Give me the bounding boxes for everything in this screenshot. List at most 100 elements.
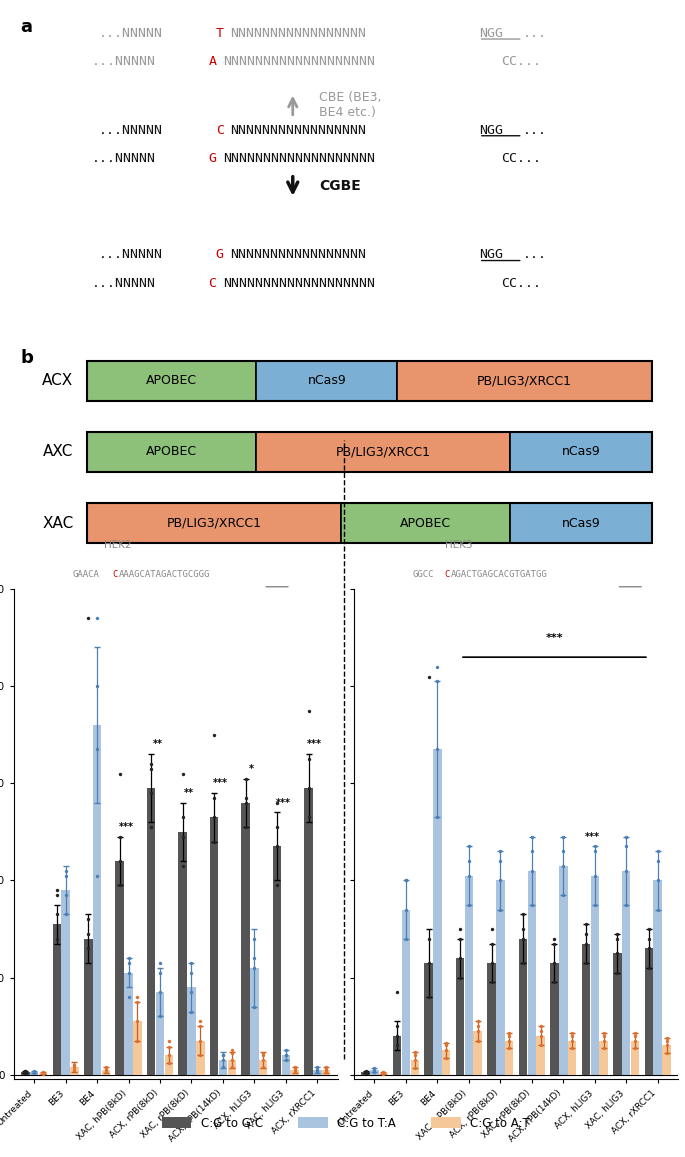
Text: AGACTGAGCACGTGATGG: AGACTGAGCACGTGATGG bbox=[451, 570, 547, 580]
Point bbox=[249, 929, 260, 948]
Bar bbox=[559, 865, 568, 1075]
Point bbox=[312, 1061, 323, 1079]
Point bbox=[60, 862, 71, 880]
Bar bbox=[210, 817, 219, 1075]
Bar bbox=[290, 1070, 299, 1075]
Bar bbox=[219, 1060, 227, 1075]
Point bbox=[321, 1062, 332, 1081]
Text: **: ** bbox=[184, 788, 194, 798]
Point bbox=[598, 1024, 609, 1042]
Point bbox=[69, 1055, 80, 1074]
Point bbox=[195, 1046, 206, 1064]
Point bbox=[226, 1041, 237, 1060]
Text: ***: *** bbox=[308, 739, 322, 750]
Point bbox=[186, 1002, 197, 1020]
Point bbox=[360, 1062, 371, 1081]
Point bbox=[303, 750, 314, 768]
Text: ***: *** bbox=[213, 779, 228, 788]
Point bbox=[566, 1026, 577, 1045]
Point bbox=[83, 924, 94, 943]
Point bbox=[566, 1024, 577, 1042]
Point bbox=[440, 1049, 451, 1068]
Bar bbox=[487, 963, 496, 1075]
Point bbox=[258, 1051, 269, 1069]
Text: A: A bbox=[208, 56, 216, 68]
Point bbox=[464, 838, 475, 856]
Point bbox=[409, 1059, 420, 1077]
Point bbox=[535, 1037, 546, 1055]
Point bbox=[621, 862, 632, 880]
Point bbox=[163, 1031, 174, 1049]
Bar bbox=[590, 876, 599, 1075]
Bar bbox=[505, 1040, 514, 1075]
Point bbox=[101, 1061, 112, 1079]
Bar bbox=[425, 963, 433, 1075]
Point bbox=[526, 842, 537, 861]
Text: HEK2: HEK2 bbox=[104, 540, 132, 550]
Bar bbox=[241, 803, 250, 1075]
Bar bbox=[527, 871, 536, 1075]
Point bbox=[146, 818, 157, 837]
Point bbox=[526, 896, 537, 914]
Text: ...NNNNN: ...NNNNN bbox=[99, 249, 163, 261]
Point bbox=[20, 1063, 31, 1082]
Point bbox=[321, 1057, 332, 1076]
Point bbox=[580, 935, 591, 953]
Text: NNNNNNNNNNNNNNNNN: NNNNNNNNNNNNNNNNN bbox=[230, 27, 366, 39]
Text: ...: ... bbox=[523, 124, 547, 137]
Text: nCas9: nCas9 bbox=[308, 374, 346, 388]
Point bbox=[535, 1026, 546, 1045]
Bar bbox=[645, 949, 653, 1075]
Point bbox=[60, 867, 71, 885]
Point bbox=[401, 871, 412, 890]
Point bbox=[186, 982, 197, 1001]
Bar bbox=[379, 1073, 388, 1075]
Point bbox=[321, 1061, 332, 1079]
Point bbox=[409, 1046, 420, 1064]
Point bbox=[432, 740, 443, 759]
Point bbox=[401, 900, 412, 919]
Point bbox=[114, 765, 125, 783]
Text: XAC: XAC bbox=[42, 516, 73, 531]
Point bbox=[598, 1031, 609, 1049]
Point bbox=[630, 1024, 640, 1042]
Point bbox=[503, 1031, 514, 1049]
Point bbox=[249, 949, 260, 967]
Point bbox=[177, 856, 188, 875]
Text: NGG: NGG bbox=[479, 124, 503, 137]
Point bbox=[486, 935, 497, 953]
Point bbox=[612, 924, 623, 943]
Point bbox=[378, 1062, 389, 1081]
Text: ***: *** bbox=[276, 797, 290, 808]
Point bbox=[580, 924, 591, 943]
Text: ...: ... bbox=[523, 27, 547, 39]
Point bbox=[114, 876, 125, 894]
Text: **: ** bbox=[152, 739, 162, 750]
Point bbox=[503, 1026, 514, 1045]
Text: PB/LIG3/XRCC1: PB/LIG3/XRCC1 bbox=[477, 374, 572, 388]
Point bbox=[272, 794, 283, 812]
Text: GAACA: GAACA bbox=[72, 570, 99, 580]
Point bbox=[558, 827, 569, 846]
Point bbox=[455, 968, 466, 987]
Text: NNNNNNNNNNNNNNNNNNN: NNNNNNNNNNNNNNNNNNN bbox=[223, 152, 375, 164]
Point bbox=[272, 876, 283, 894]
Point bbox=[83, 911, 94, 929]
Bar bbox=[456, 958, 464, 1075]
Bar bbox=[87, 361, 651, 400]
Text: CC...: CC... bbox=[501, 56, 540, 68]
Point bbox=[378, 1064, 389, 1083]
Point bbox=[549, 935, 560, 953]
Point bbox=[401, 871, 412, 890]
Point bbox=[289, 1061, 300, 1079]
Bar bbox=[116, 861, 124, 1075]
Point bbox=[464, 896, 475, 914]
Point bbox=[440, 1033, 451, 1052]
Point bbox=[217, 1057, 228, 1076]
Bar bbox=[155, 992, 164, 1075]
Text: NGG: NGG bbox=[479, 249, 503, 261]
Point bbox=[258, 1046, 269, 1064]
Bar bbox=[433, 750, 442, 1075]
Point bbox=[486, 953, 497, 972]
Bar bbox=[362, 1071, 370, 1075]
